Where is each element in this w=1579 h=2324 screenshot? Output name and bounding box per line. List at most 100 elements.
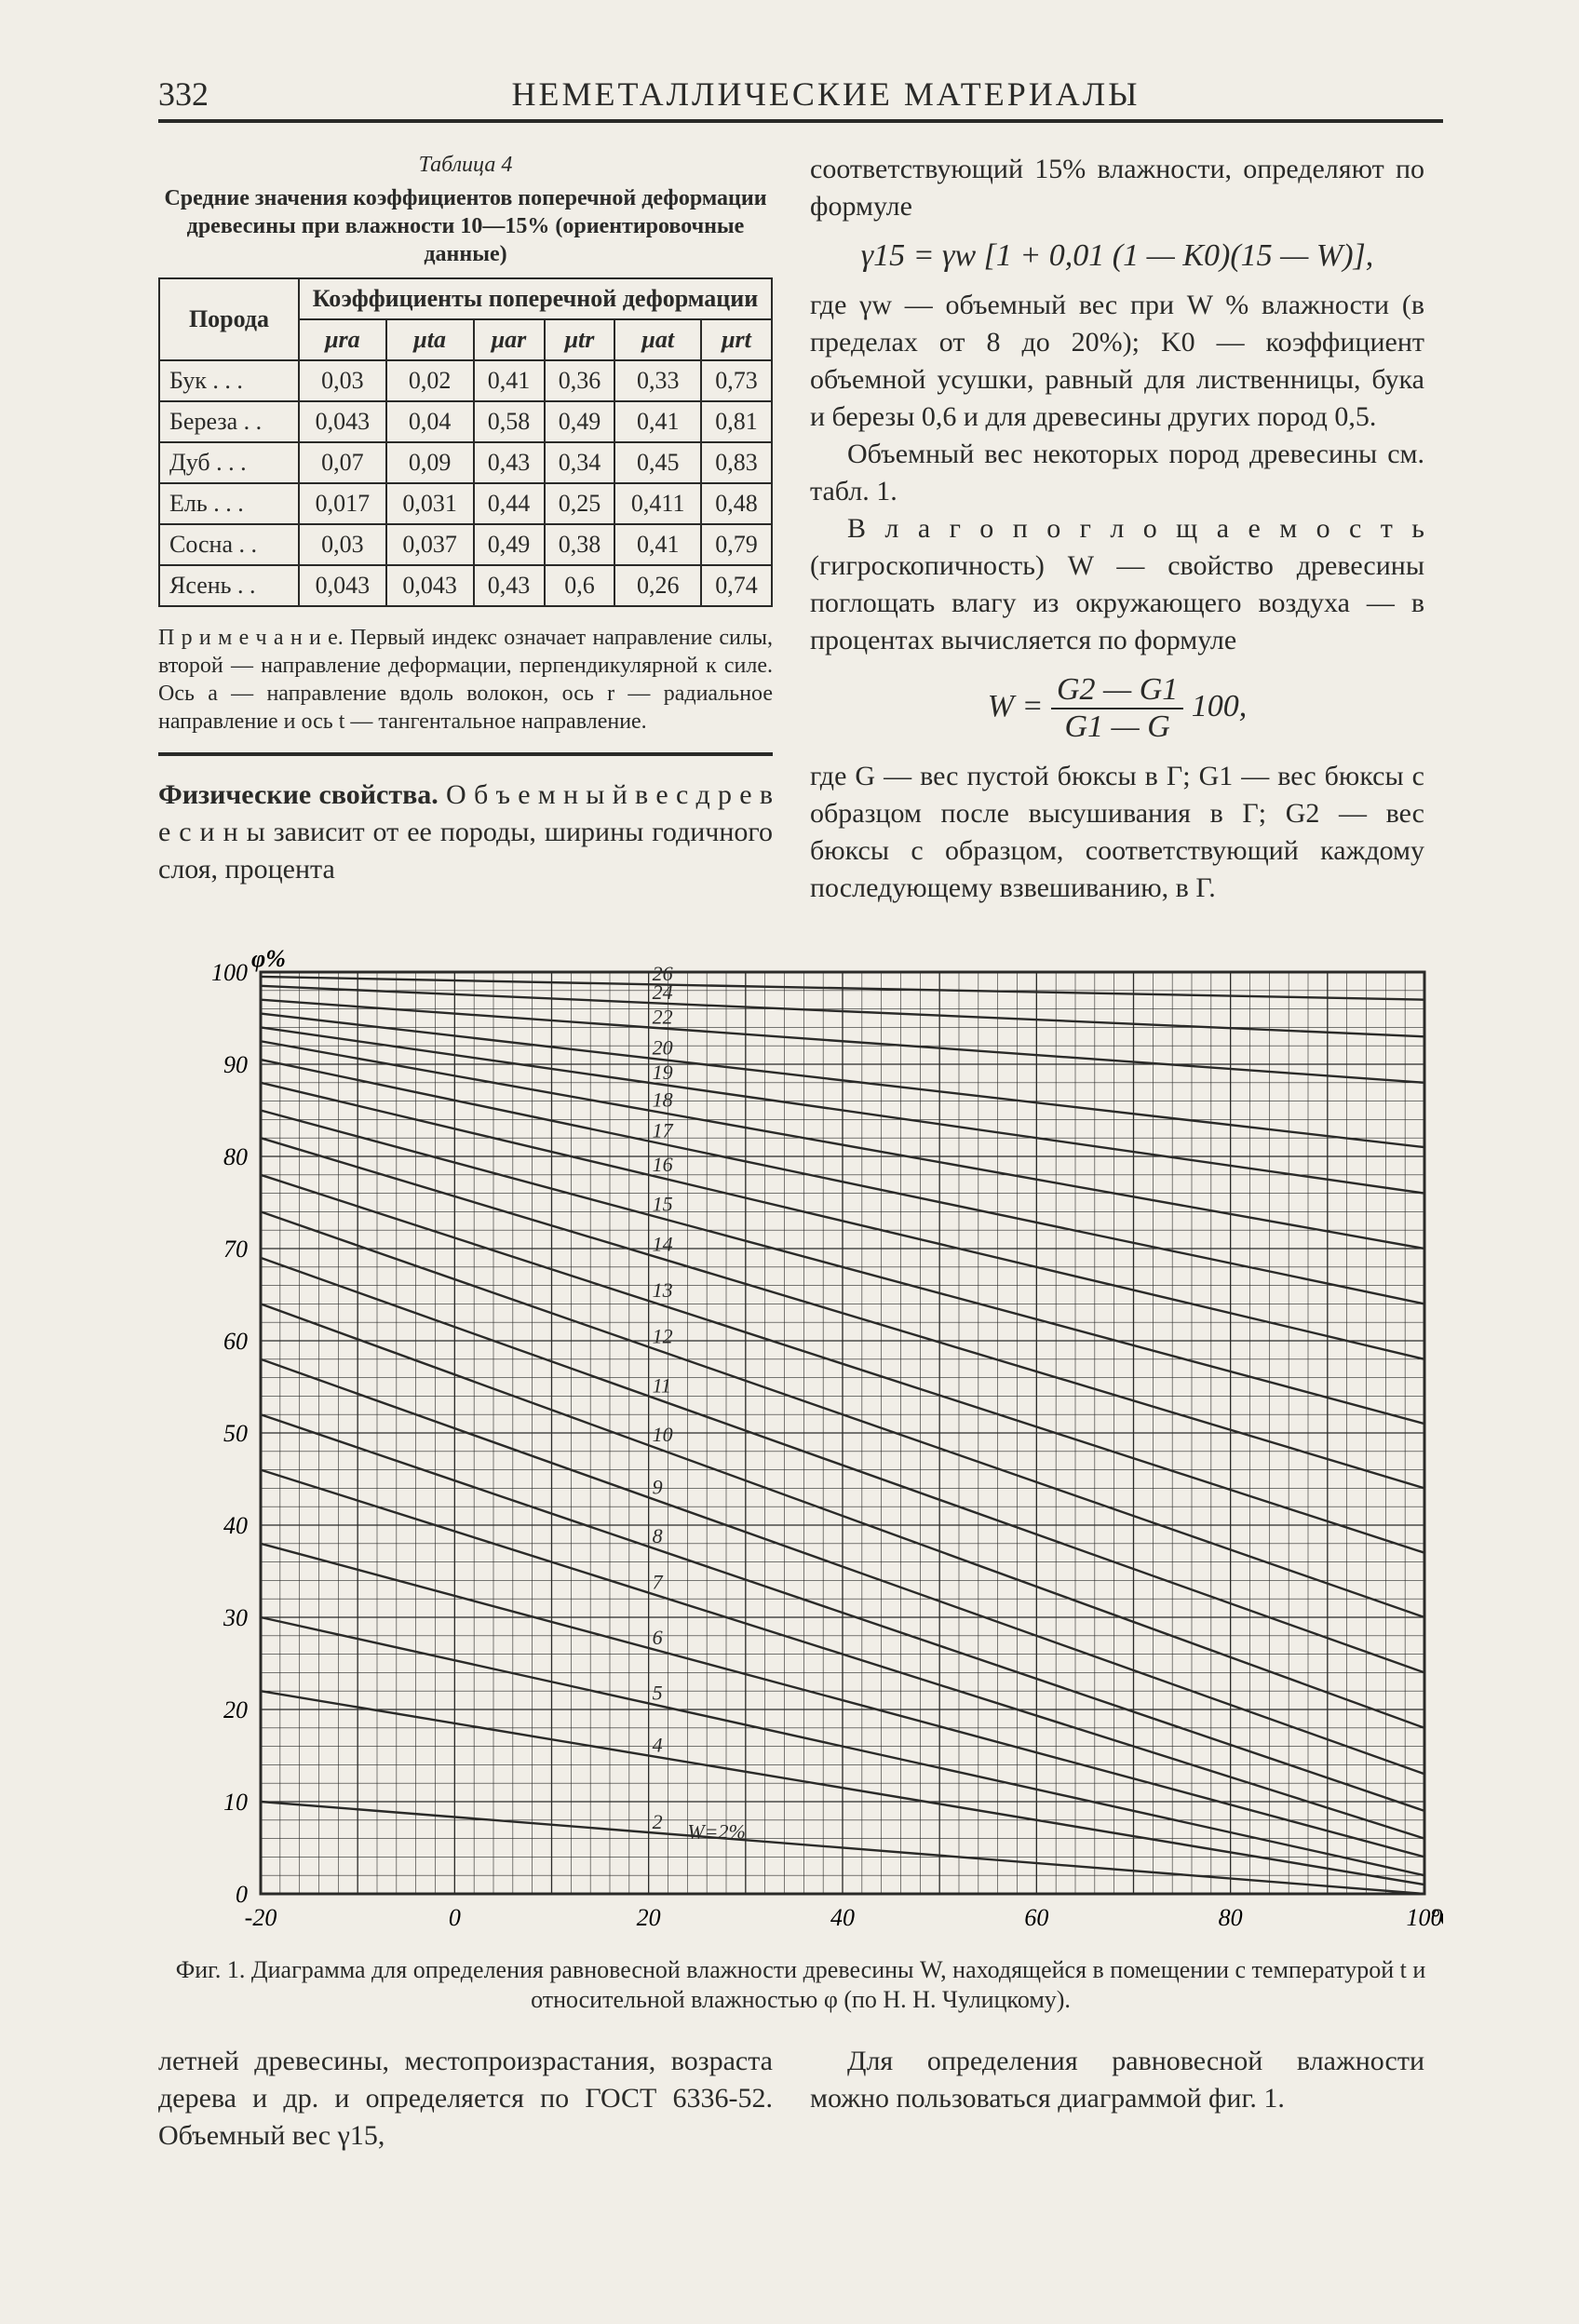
cell: 0,41 (474, 360, 545, 401)
svg-text:50: 50 (223, 1420, 248, 1447)
cell: 0,26 (614, 565, 700, 606)
cell: 0,04 (386, 401, 474, 442)
f2-frac: G2 — G1 G1 — G (1051, 672, 1183, 745)
cell: 0,017 (299, 483, 386, 524)
row-species: Бук . . . (159, 360, 299, 401)
svg-text:80: 80 (223, 1143, 248, 1170)
cell: 0,44 (474, 483, 545, 524)
row-species: Дуб . . . (159, 442, 299, 483)
th-c1: μta (386, 319, 474, 360)
svg-text:14: 14 (653, 1233, 673, 1256)
cell: 0,6 (545, 565, 615, 606)
cell: 0,74 (701, 565, 772, 606)
svg-text:22: 22 (653, 1005, 673, 1028)
table-row: Ель . . .0,0170,0310,440,250,4110,48 (159, 483, 772, 524)
svg-text:15: 15 (653, 1193, 673, 1216)
th-c4: μat (614, 319, 700, 360)
svg-text:17: 17 (653, 1119, 674, 1142)
svg-text:20: 20 (637, 1904, 661, 1931)
right-p3: Объемный вес некоторых пород древесины с… (810, 436, 1424, 510)
svg-text:20: 20 (223, 1696, 248, 1723)
cell: 0,58 (474, 401, 545, 442)
cell: 0,03 (299, 360, 386, 401)
top-columns: Таблица 4 Средние значения коэффициентов… (158, 151, 1443, 907)
svg-text:13: 13 (653, 1278, 673, 1302)
table-wrap: Порода Коэффициенты поперечной деформаци… (158, 277, 773, 607)
svg-text:100: 100 (211, 959, 248, 986)
table-title: Средние значения коэффициентов поперечно… (158, 184, 773, 268)
right-column: соответствующий 15% влажности, определяю… (810, 151, 1424, 907)
table-row: Дуб . . .0,070,090,430,340,450,83 (159, 442, 772, 483)
page-number: 332 (158, 74, 209, 114)
cell: 0,36 (545, 360, 615, 401)
th-c2: μar (474, 319, 545, 360)
cell: 0,45 (614, 442, 700, 483)
chart-svg: 24567891011121314151617181920222426W=2%0… (158, 926, 1443, 1950)
svg-text:19: 19 (653, 1061, 673, 1084)
svg-text:φ%: φ% (251, 945, 286, 972)
f2-right: 100, (1192, 689, 1248, 723)
svg-text:40: 40 (830, 1904, 855, 1931)
svg-text:11: 11 (653, 1373, 671, 1397)
cell: 0,09 (386, 442, 474, 483)
cell: 0,49 (474, 524, 545, 565)
svg-text:16: 16 (653, 1153, 673, 1176)
figure-1: 24567891011121314151617181920222426W=2%0… (158, 926, 1443, 2015)
right-p5: где G — вес пустой бюксы в Г; G1 — вес б… (810, 758, 1424, 907)
right-p2: где γw — объемный вес при W % влажности … (810, 287, 1424, 436)
cell: 0,83 (701, 442, 772, 483)
f2-den: G1 — G (1051, 709, 1183, 745)
cell: 0,043 (299, 401, 386, 442)
phys-par: Физические свойства. О б ъ е м н ы й в е… (158, 777, 773, 888)
table-row: Сосна . .0,030,0370,490,380,410,79 (159, 524, 772, 565)
phys-heading: Физические свойства. (158, 779, 439, 810)
svg-text:0: 0 (449, 1904, 461, 1931)
th-c0: μra (299, 319, 386, 360)
svg-text:10: 10 (223, 1789, 248, 1816)
svg-text:10: 10 (653, 1423, 673, 1446)
cell: 0,49 (545, 401, 615, 442)
svg-text:°C: °C (1430, 1904, 1443, 1931)
table-tag: Таблица 4 (158, 151, 773, 179)
cell: 0,73 (701, 360, 772, 401)
cell: 0,48 (701, 483, 772, 524)
svg-text:-20: -20 (245, 1904, 277, 1931)
cell: 0,43 (474, 565, 545, 606)
cell: 0,25 (545, 483, 615, 524)
cell: 0,38 (545, 524, 615, 565)
page-header: 332 НЕМЕТАЛЛИЧЕСКИЕ МАТЕРИАЛЫ (158, 74, 1443, 123)
cell: 0,41 (614, 401, 700, 442)
svg-text:7: 7 (653, 1571, 664, 1594)
th-c3: μtr (545, 319, 615, 360)
table-note: П р и м е ч а н и е. Первый индекс означ… (158, 624, 773, 756)
svg-text:90: 90 (223, 1051, 248, 1078)
page: 332 НЕМЕТАЛЛИЧЕСКИЕ МАТЕРИАЛЫ Таблица 4 … (158, 74, 1443, 2155)
cell: 0,043 (299, 565, 386, 606)
svg-text:6: 6 (653, 1626, 663, 1649)
cell: 0,07 (299, 442, 386, 483)
svg-text:2: 2 (653, 1810, 663, 1833)
svg-text:60: 60 (223, 1328, 248, 1355)
table-row: Береза . .0,0430,040,580,490,410,81 (159, 401, 772, 442)
row-species: Ель . . . (159, 483, 299, 524)
bottom-right: Для определения равновесной влажности мо… (810, 2043, 1424, 2155)
cell: 0,03 (299, 524, 386, 565)
cell: 0,031 (386, 483, 474, 524)
formula-gamma15: γ15 = γw [1 + 0,01 (1 — K0)(15 — W)], (810, 238, 1424, 274)
cell: 0,34 (545, 442, 615, 483)
svg-text:4: 4 (653, 1734, 663, 1757)
table-row: Ясень . .0,0430,0430,430,60,260,74 (159, 565, 772, 606)
cell: 0,411 (614, 483, 700, 524)
coefficients-table: Порода Коэффициенты поперечной деформаци… (158, 277, 773, 607)
svg-text:9: 9 (653, 1475, 663, 1498)
bottom-columns: летней древесины, местопроизрастания, во… (158, 2043, 1443, 2155)
cell: 0,79 (701, 524, 772, 565)
row-species: Береза . . (159, 401, 299, 442)
cell: 0,81 (701, 401, 772, 442)
figure-caption: Фиг. 1. Диаграмма для определения равнов… (158, 1955, 1443, 2015)
svg-text:W=2%: W=2% (687, 1820, 746, 1844)
svg-text:26: 26 (653, 962, 673, 985)
svg-text:60: 60 (1024, 1904, 1048, 1931)
th-group: Коэффициенты поперечной деформации (299, 278, 772, 319)
f2-num: G2 — G1 (1051, 672, 1183, 709)
